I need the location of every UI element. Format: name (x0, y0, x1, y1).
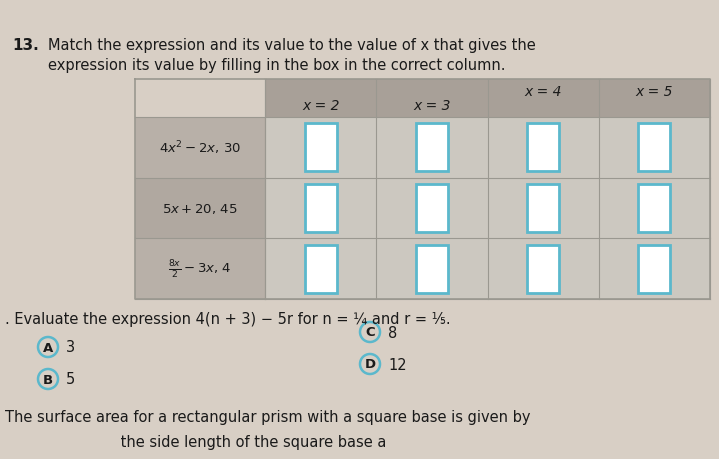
Bar (527, 124, 559, 172)
Bar (599, 239, 710, 299)
Bar (135, 239, 265, 299)
Bar (376, 118, 487, 178)
Text: x = 2: x = 2 (302, 99, 339, 113)
Bar (487, 239, 599, 299)
Text: $4x^2 - 2x$, 30: $4x^2 - 2x$, 30 (159, 139, 241, 157)
Text: Match the expression and its value to the value of x that gives the: Match the expression and its value to th… (48, 38, 536, 53)
Bar (305, 124, 336, 172)
Text: x = 5: x = 5 (636, 85, 673, 99)
Bar (135, 118, 265, 178)
Bar (416, 185, 448, 233)
Text: 13.: 13. (12, 38, 39, 53)
Text: A: A (43, 341, 53, 354)
Bar (638, 245, 670, 293)
Text: x = 4: x = 4 (524, 85, 562, 99)
Text: 8: 8 (388, 325, 398, 340)
Text: 3: 3 (66, 340, 75, 355)
Bar (265, 239, 376, 299)
Bar (376, 178, 487, 239)
Text: The surface area for a rectangular prism with a square base is given by: The surface area for a rectangular prism… (5, 409, 531, 424)
Bar (638, 185, 670, 233)
Text: 12: 12 (388, 357, 407, 372)
Bar (305, 185, 336, 233)
Text: B: B (43, 373, 53, 386)
Text: D: D (365, 358, 375, 371)
Bar (265, 118, 376, 178)
Bar (487, 118, 599, 178)
Bar (265, 178, 376, 239)
Bar (416, 124, 448, 172)
Bar (265, 80, 710, 118)
Text: $\frac{8x}{2} - 3x$, 4: $\frac{8x}{2} - 3x$, 4 (168, 258, 232, 280)
Text: x = 3: x = 3 (413, 99, 451, 113)
Bar (599, 178, 710, 239)
Bar (527, 245, 559, 293)
Bar (305, 245, 336, 293)
Text: . Evaluate the expression 4(n + 3) − 5r for n = ¼ and r = ⅕.: . Evaluate the expression 4(n + 3) − 5r … (5, 311, 451, 326)
Text: C: C (365, 326, 375, 339)
Bar (487, 178, 599, 239)
Bar (599, 118, 710, 178)
Bar (416, 245, 448, 293)
Text: expression its value by filling in the box in the correct column.: expression its value by filling in the b… (48, 58, 505, 73)
Bar (527, 185, 559, 233)
Text: the side length of the square base a: the side length of the square base a (5, 434, 386, 449)
Bar (638, 124, 670, 172)
Bar (376, 239, 487, 299)
Text: $5x + 20$, 45: $5x + 20$, 45 (162, 202, 238, 216)
Bar (135, 178, 265, 239)
Text: 5: 5 (66, 372, 75, 386)
